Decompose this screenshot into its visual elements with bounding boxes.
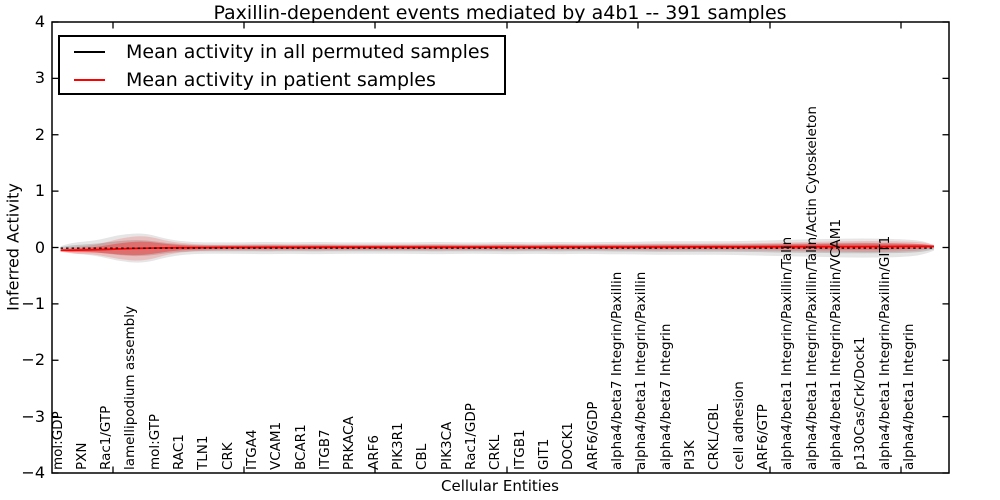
- x-tick-label: ARF6: [365, 435, 382, 470]
- legend-label-permuted: Mean activity in all permuted samples: [126, 41, 490, 63]
- x-tick-label: ARF6/GTP: [755, 404, 772, 470]
- x-axis-label: Cellular Entities: [441, 477, 559, 495]
- chart-title: Paxillin-dependent events mediated by a4…: [213, 2, 787, 24]
- x-tick-label: alpha4/beta1 Integrin/Paxillin/Talin: [779, 236, 796, 470]
- x-tick-label: TLN1: [195, 435, 212, 470]
- x-tick-label: ARF6/GDP: [584, 401, 601, 470]
- plot-border: [51, 21, 950, 474]
- y-tick-label: 2: [34, 124, 45, 144]
- x-tick-label: CRK: [219, 442, 236, 470]
- x-tick-label: mol:GDP: [49, 411, 66, 470]
- x-tick-label: PIK3CA: [438, 421, 455, 470]
- x-tick-label: alpha4/beta1 Integrin/Paxillin: [633, 271, 650, 470]
- x-tick-label: alpha4/beta1 Integrin: [901, 323, 918, 470]
- x-tick-label: ITGA4: [244, 429, 261, 470]
- x-tick-label: PI3K: [682, 440, 699, 470]
- legend-item-permuted: Mean activity in all permuted samples: [60, 38, 504, 66]
- x-tick-label: alpha4/beta1 Integrin/Paxillin/Talin/Act…: [803, 106, 820, 470]
- x-tick-label: GIT1: [536, 438, 553, 470]
- x-tick-label: BCAR1: [292, 424, 309, 470]
- legend-line-permuted-icon: [74, 51, 105, 53]
- x-tick-label: cell adhesion: [730, 381, 747, 470]
- legend: Mean activity in all permuted samples Me…: [58, 35, 506, 95]
- y-tick-label: 1: [34, 181, 45, 201]
- x-tick-label: PIK3R1: [390, 422, 407, 470]
- y-tick-label: −2: [21, 350, 45, 370]
- x-tick-label: ITGB7: [317, 429, 334, 470]
- x-tick-label: lamellipodium assembly: [122, 306, 139, 470]
- x-tick-label: RAC1: [171, 434, 188, 470]
- y-tick-label: 3: [34, 68, 45, 88]
- legend-label-patient: Mean activity in patient samples: [126, 69, 436, 91]
- x-tick-label: ITGB1: [511, 429, 528, 470]
- legend-line-patient-icon: [74, 79, 105, 81]
- x-tick-label: PXN: [73, 442, 90, 471]
- x-tick-label: alpha4/beta1 Integrin/Paxillin/VCAM1: [828, 218, 845, 470]
- x-tick-label: CRKL: [487, 434, 504, 470]
- x-tick-label: alpha4/beta7 Integrin/Paxillin: [609, 271, 626, 470]
- y-tick-label: −4: [21, 463, 45, 482]
- y-tick-label: 4: [34, 12, 45, 31]
- y-tick-label: −3: [21, 406, 45, 426]
- x-tick-label: alpha4/beta7 Integrin: [657, 323, 674, 470]
- y-tick-label: 0: [34, 237, 45, 257]
- x-tick-label: VCAM1: [268, 421, 285, 470]
- x-tick-label: mol:GTP: [146, 413, 163, 470]
- x-tick-label: CRKL/CBL: [706, 404, 723, 470]
- x-tick-label: Rac1/GTP: [98, 405, 115, 470]
- x-tick-label: PRKACA: [341, 416, 358, 470]
- legend-item-patient: Mean activity in patient samples: [60, 66, 504, 94]
- x-tick-label: alpha4/beta1 Integrin/Paxillin/GIT1: [876, 235, 893, 470]
- x-tick-label: CBL: [414, 443, 431, 470]
- x-tick-label: DOCK1: [560, 422, 577, 470]
- x-tick-label: p130Cas/Crk/Dock1: [852, 336, 869, 470]
- y-tick-label: −1: [21, 293, 45, 313]
- x-tick-label: Rac1/GDP: [463, 403, 480, 470]
